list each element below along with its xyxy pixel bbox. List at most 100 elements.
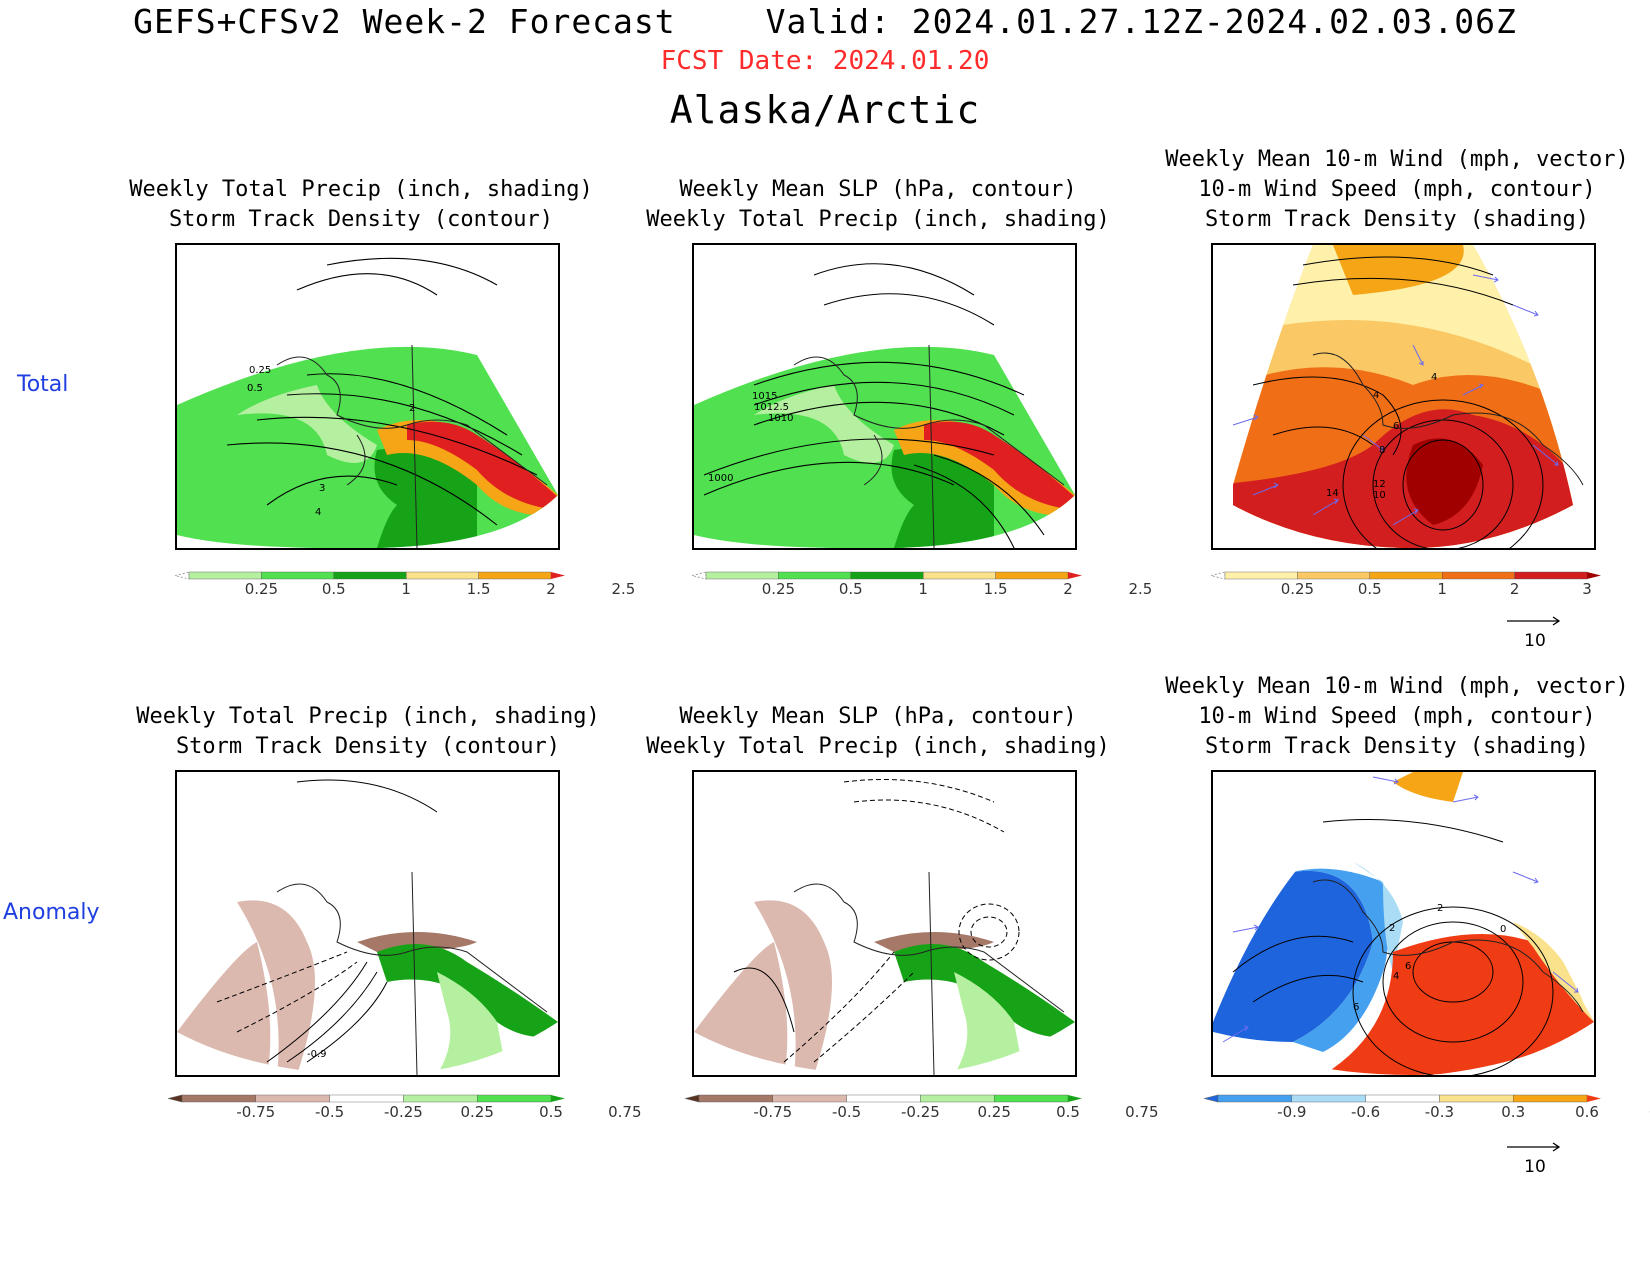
figure-title: GEFS+CFSv2 Week-2 Forecast Valid: 2024.01… [0,2,1650,41]
panel-3-title-line-1: Weekly Mean 10-m Wind (mph, vector) [1165,147,1629,172]
colorbar-tick-label: -0.9 [1277,1103,1306,1121]
panel-1-map: 0.25 0.5 2 3 4 [175,243,560,550]
precip-anom-light-positive [954,972,1024,1075]
colorbar-tick-label: 0.5 [1358,580,1382,598]
storm-density-anom-contours-negative [216,951,358,1033]
wind-vectors [1232,274,1559,526]
colorbar-tick-label: 0.5 [1056,1103,1080,1121]
colorbar-end-low [167,1094,183,1103]
forecast-title: GEFS+CFSv2 Week-2 Forecast [133,2,676,41]
colorbar-end-low [1210,571,1226,580]
colorbar-tick-label: -0.5 [315,1103,344,1121]
colorbar-segment [846,1094,921,1103]
colorbar-precip-anom-2: -0.75 -0.5 -0.25 0.25 0.5 0.75 [684,1092,1159,1122]
contour-label: 2 [409,403,415,414]
colorbar-tick-label: -0.3 [1425,1103,1454,1121]
contour-label: 6 [1393,421,1399,432]
panel-5-title-line-2: Weekly Total Precip (inch, shading) [646,734,1110,759]
colorbar-tick-label: 2.5 [1128,580,1152,598]
colorbar-tick-label: 2 [1510,580,1520,598]
colorbar-segment [922,571,996,580]
precip-fill-heavy [374,448,477,548]
colorbar-segment [698,1094,774,1103]
colorbar-tick-label: 0.5 [839,580,863,598]
colorbar-segment [994,1094,1069,1103]
colorbar-tick-label: 0.25 [1281,580,1314,598]
panel-3-title: Weekly Mean 10-m Wind (mph, vector) 10-m… [1147,145,1647,235]
panel-3-title-line-2: 10-m Wind Speed (mph, contour) [1198,177,1596,202]
precip-anom-strong-positive [894,944,1075,1038]
contour-label: -0.9 [307,1049,327,1060]
colorbar-tick-label: 2.5 [611,580,635,598]
precip-fill-red [407,421,558,510]
panel-4-map: -0.9 [175,770,560,1077]
colorbar-tick-label: 3 [1582,580,1592,598]
colorbar-tick-label: -0.75 [753,1103,792,1121]
contour-label: 10 [1373,490,1386,501]
colorbar-tick-label: 0.9 [1649,1103,1650,1121]
panel-6-title-line-3: Storm Track Density (shading) [1204,734,1590,759]
precip-fill-heavy [891,448,994,548]
contour-label: 6 [1353,1002,1359,1013]
colorbar-segment [1513,1094,1588,1103]
colorbar-end-low [1203,1094,1219,1103]
storm-fill-max [1406,438,1483,525]
colorbar-segment [772,1094,847,1103]
contour-label: 0.25 [249,365,271,376]
storm-density-anom-contours [266,779,438,1063]
wind-speed-contours [1252,256,1544,548]
colorbar-segment [329,1094,404,1103]
coastline [793,344,1065,548]
coastline [276,344,548,548]
panel-4-title: Weekly Total Precip (inch, shading) Stor… [118,702,618,762]
panel-2-title-line-1: Weekly Mean SLP (hPa, contour) [679,177,1077,202]
forecast-date: FCST Date: 2024.01.20 [660,46,990,76]
colorbar-segment [261,571,335,580]
colorbar-segment [188,571,262,580]
colorbar-tick-label: 1 [401,580,411,598]
colorbar-tick-label: 2 [546,580,556,598]
panel-6-map: 2 0 2 6 4 6 [1211,770,1596,1077]
panel-1-title: Weekly Total Precip (inch, shading) Stor… [111,175,611,235]
colorbar-tick-label: -0.6 [1351,1103,1380,1121]
colorbar-tick-label: 0.25 [245,580,278,598]
contour-label: 1010 [768,413,793,424]
panel-1-title-line-2: Storm Track Density (contour) [168,207,554,232]
colorbar-tick-label: 0.5 [322,580,346,598]
colorbar-end-high [1587,572,1601,579]
contour-label: 8 [1379,445,1385,456]
precip-anom-strong-positive [377,944,558,1038]
colorbar-segment [920,1094,995,1103]
precip-fill-light [237,385,377,463]
vector-key-label: 10 [1524,1157,1546,1177]
panel-6-title-line-1: Weekly Mean 10-m Wind (mph, vector) [1165,674,1629,699]
colorbar-tick-label: -0.5 [832,1103,861,1121]
colorbar-tick-label: 1 [918,580,928,598]
panel-2-title: Weekly Mean SLP (hPa, contour) Weekly To… [628,175,1128,235]
colorbar-segment [477,1094,552,1103]
contour-label: 14 [1326,488,1339,499]
contour-label: 1000 [708,473,733,484]
colorbar-segment [1514,571,1588,580]
colorbar-end-high [551,572,565,579]
colorbar-segment [995,571,1069,580]
colorbar-segment [1369,571,1443,580]
colorbar-segment [1291,1094,1366,1103]
coastline [1312,352,1584,486]
contour-label: 4 [1373,390,1379,401]
panel-2-title-line-2: Weekly Total Precip (inch, shading) [646,207,1110,232]
precip-anom-negative [237,900,315,1075]
contour-label: 4 [1393,971,1399,982]
colorbar-precip-anom-1: -0.75 -0.5 -0.25 0.25 0.5 0.75 [167,1092,642,1122]
colorbar-segment [333,571,407,580]
colorbar-tick-label: 1.5 [467,580,491,598]
storm-anom-weak-negative [1353,862,1403,972]
colorbar-segment [1441,571,1515,580]
slp-contours [703,263,1045,548]
colorbar-end-high [1068,572,1082,579]
storm-anom-moderate-negative [1293,868,1388,1052]
contour-label: 0 [1500,924,1506,935]
colorbar-segment [1217,1094,1293,1103]
contour-label: 4 [315,507,321,518]
colorbar-tick-label: 0.25 [460,1103,493,1121]
